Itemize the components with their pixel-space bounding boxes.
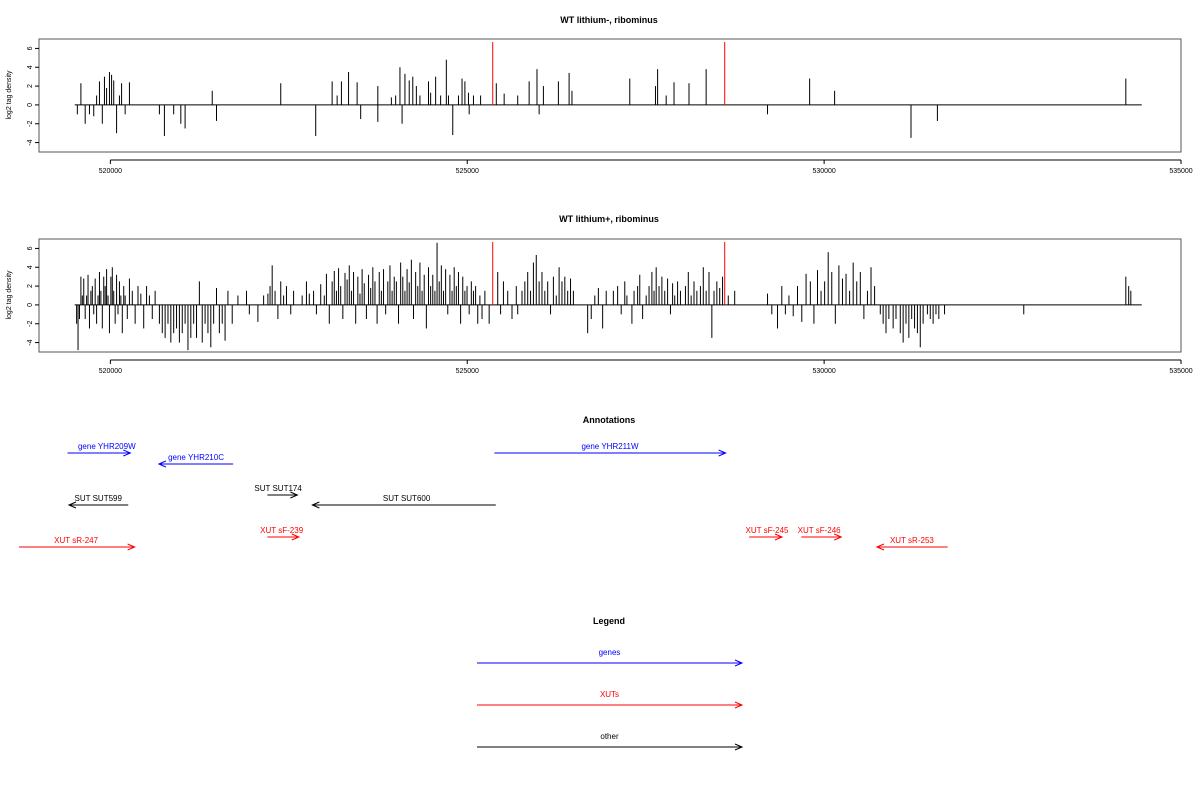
y-tick-label: 6 bbox=[27, 46, 34, 50]
annotation-label: gene YHR211W bbox=[581, 442, 639, 451]
y-tick-label: -2 bbox=[27, 121, 34, 127]
x-tick-label: 535000 bbox=[1169, 168, 1192, 175]
annotation-feature: XUT sR-253 bbox=[875, 536, 948, 551]
annotation-label: gene YHR209W bbox=[78, 442, 136, 451]
y-tick-label: 0 bbox=[27, 103, 34, 107]
annotation-feature: SUT SUT600 bbox=[311, 494, 496, 509]
annotation-feature: gene YHR210C bbox=[157, 453, 234, 468]
panel-2-bars bbox=[74, 242, 1142, 351]
annotation-arrowhead bbox=[67, 501, 77, 509]
annotation-arrowhead bbox=[123, 449, 132, 457]
y-tick-label: 6 bbox=[27, 246, 34, 250]
legend-label: XUTs bbox=[600, 690, 619, 699]
legend-items: genes XUTs other bbox=[477, 648, 744, 751]
annotation-arrowhead bbox=[718, 449, 727, 457]
annotation-label: SUT SUT600 bbox=[383, 494, 431, 503]
annotation-arrowhead bbox=[774, 533, 784, 541]
legend-entry: genes bbox=[477, 648, 744, 667]
panel-2-axes: -4 -2 0 2 4 6 520000 525000 530000 535000 bbox=[27, 246, 1193, 375]
annotation-label: XUT sF-239 bbox=[260, 526, 304, 535]
panel-2-y-axis-label: log2 tag density bbox=[6, 270, 13, 320]
y-tick-label: -4 bbox=[27, 339, 34, 345]
legend-arrowhead bbox=[734, 743, 744, 751]
y-tick-label: -4 bbox=[27, 139, 34, 145]
panel-1-axes: -4 -2 0 2 4 6 520000 525000 530000 535000 bbox=[27, 46, 1193, 175]
x-tick-label: 535000 bbox=[1169, 368, 1192, 375]
y-tick-label: 0 bbox=[27, 303, 34, 307]
legend-label: genes bbox=[599, 648, 621, 657]
annotation-arrowhead bbox=[875, 543, 885, 551]
annotation-label: gene YHR210C bbox=[168, 453, 224, 462]
panel-1-bars bbox=[74, 42, 1142, 138]
annotation-feature: XUT sF-246 bbox=[798, 526, 843, 541]
panel-lithium-plus: WT lithium+, ribominus log2 tag density … bbox=[6, 214, 1193, 375]
annotation-arrowhead bbox=[291, 533, 301, 541]
annotation-feature: SUT SUT599 bbox=[67, 494, 129, 509]
panel-2-title: WT lithium+, ribominus bbox=[559, 214, 659, 224]
legend-arrowhead bbox=[734, 659, 744, 667]
y-tick-label: -2 bbox=[27, 321, 34, 327]
x-tick-label: 525000 bbox=[456, 168, 479, 175]
legend-title: Legend bbox=[593, 616, 625, 626]
annotation-feature: SUT SUT174 bbox=[254, 484, 302, 499]
annotation-feature: XUT sF-239 bbox=[260, 526, 304, 541]
annotation-items: gene YHR209W gene YHR210C gene YHR211W SUT … bbox=[19, 442, 948, 551]
annotation-label: XUT sF-245 bbox=[746, 526, 790, 535]
panel-1-plot-frame bbox=[38, 38, 1182, 153]
legend: Legend genes XUTs other bbox=[477, 616, 744, 751]
x-tick-label: 530000 bbox=[812, 168, 835, 175]
annotation-arrowhead bbox=[311, 501, 320, 509]
legend-arrowhead bbox=[734, 701, 744, 709]
annotation-feature: gene YHR209W bbox=[67, 442, 136, 457]
annotation-arrowhead bbox=[127, 543, 136, 551]
annotations-title: Annotations bbox=[583, 415, 636, 425]
legend-entry: XUTs bbox=[477, 690, 744, 709]
panel-1-y-axis-label: log2 tag density bbox=[6, 70, 13, 120]
panel-lithium-minus: WT lithium-, ribominus log2 tag density … bbox=[6, 15, 1193, 175]
annotation-arrowhead bbox=[157, 460, 167, 468]
annotation-label: XUT sR-253 bbox=[890, 536, 934, 545]
panel-1-title: WT lithium-, ribominus bbox=[560, 15, 658, 25]
annotation-arrowhead bbox=[834, 533, 843, 541]
annotation-feature: XUT sR-247 bbox=[19, 536, 136, 551]
legend-label: other bbox=[600, 732, 619, 741]
annotation-feature: gene YHR211W bbox=[494, 442, 727, 457]
x-tick-label: 530000 bbox=[812, 368, 835, 375]
y-tick-label: 2 bbox=[27, 84, 34, 88]
annotation-label: XUT sF-246 bbox=[798, 526, 842, 535]
annotation-label: XUT sR-247 bbox=[54, 536, 98, 545]
legend-entry: other bbox=[477, 732, 744, 751]
annotation-feature: XUT sF-245 bbox=[746, 526, 790, 541]
annotation-label: SUT SUT174 bbox=[254, 484, 302, 493]
panel-2-plot-frame bbox=[38, 238, 1182, 353]
y-tick-label: 4 bbox=[27, 65, 34, 69]
y-tick-label: 4 bbox=[27, 265, 34, 269]
y-tick-label: 2 bbox=[27, 284, 34, 288]
annotation-label: SUT SUT599 bbox=[75, 494, 123, 503]
x-tick-label: 525000 bbox=[456, 368, 479, 375]
x-tick-label: 520000 bbox=[99, 368, 122, 375]
annotation-arrowhead bbox=[290, 491, 299, 499]
x-tick-label: 520000 bbox=[99, 168, 122, 175]
